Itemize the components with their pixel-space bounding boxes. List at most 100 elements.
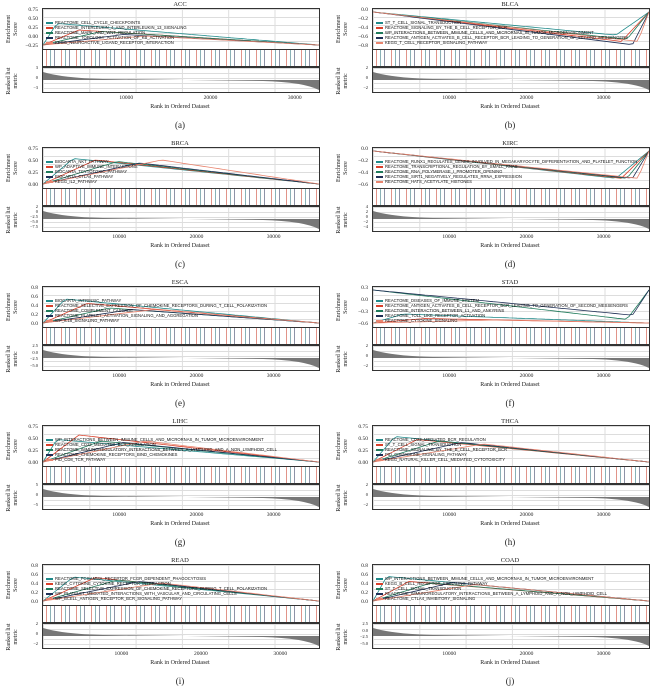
x-axis-label: Rank in Ordered Dataset: [150, 521, 210, 527]
legend-label: REACTOME_CHEMOKINE_RECEPTORS_BIND_CHEMOK…: [55, 452, 178, 457]
legend-item: REACTOME_ANTIGEN_ACTIVATES_B_CELL_RECEPT…: [376, 35, 628, 40]
chart-title: ACC: [173, 1, 187, 8]
x-tick: 30000: [266, 234, 281, 240]
y-axis-label-rank: Ranked list metric: [336, 345, 349, 373]
hit-marks: [42, 467, 320, 484]
legend: REACTOME_FCGAMMA_RECEPTOR_FCGR_DEPENDENT…: [46, 576, 267, 601]
x-axis-label: Rank in Ordered Dataset: [150, 104, 210, 110]
x-axis-label: Rank in Ordered Dataset: [480, 660, 540, 666]
legend-swatch: [376, 32, 383, 34]
panel-caption: (h): [504, 537, 516, 547]
x-tick: 20000: [189, 234, 204, 240]
y-tick: 0.4: [31, 581, 38, 587]
legend-label: REACTOME_SELECTIVE_EXPRESSION_OF_CHEMOKI…: [55, 303, 267, 308]
legend-label: WP_INTERACTIONS_BETWEEN_IMMUNE_CELLS_AND…: [55, 437, 264, 442]
rank-y-tick: 0: [365, 353, 368, 358]
panel-caption: (a): [175, 120, 185, 130]
legend-swatch: [46, 176, 53, 178]
legend-label: ST_T_CELL_SIGNAL_TRANSDUCTION: [385, 20, 462, 25]
chart-title: BLCA: [501, 1, 519, 8]
legend-swatch: [376, 444, 383, 446]
rank-y-tick: 5: [35, 482, 38, 487]
enrichment-score-plot: [372, 286, 650, 328]
panel-caption: (b): [504, 120, 516, 130]
rank-y-tick: −2.5: [359, 634, 368, 640]
rank-y-tick: −2: [33, 641, 38, 646]
legend-label: BIOCARTA_NKT_PATHWAY: [55, 159, 109, 164]
y-tick: 0.00: [358, 460, 368, 466]
y-tick: 0.6: [31, 294, 38, 300]
x-tick: 30000: [596, 512, 611, 518]
y-tick: 0.8: [31, 563, 38, 569]
legend-swatch: [376, 42, 383, 44]
legend-item: WP_IL18_SIGNALING_PATHWAY: [46, 318, 267, 323]
rank-y-tick: 2: [365, 209, 368, 214]
y-tick: 0.2: [361, 590, 368, 596]
y-tick: 0.25: [28, 448, 38, 454]
legend-item: WP_PLATELET_MEDIATED_INTERACTIONS_WITH_V…: [46, 591, 267, 596]
x-tick: 20000: [519, 234, 534, 240]
y-axis-label-rank: Ranked list metric: [6, 67, 19, 95]
legend-label: WP_PLATELET_MEDIATED_INTERACTIONS_WITH_V…: [55, 591, 237, 596]
legend: REACTOME_CELL_CYCLE_CHECKPOINTS REACTOME_…: [46, 20, 187, 45]
legend-label: BIOCARTA_CTLA4_PATHWAY: [55, 174, 114, 179]
hit-marks: [42, 328, 320, 345]
rank-y-tick: 0: [365, 75, 368, 80]
rank-y-tick: −2.5: [29, 214, 38, 219]
x-tick: 30000: [596, 651, 611, 657]
enrichment-score-plot: [372, 147, 650, 189]
legend-item: WP_ADAPTIVE_IMMUNE_INTERACTIONS: [46, 164, 138, 169]
legend: BIOCARTA_INTRINSIC_PATHWAY REACTOME_SELEC…: [46, 298, 267, 323]
legend: REACTOME_CD22_MEDIATED_BCR_REGULATION ST_…: [376, 437, 507, 462]
legend-label: REACTOME_INTERACTION_BETWEEN_L1_AND_ANKY…: [385, 308, 505, 313]
legend-label: REACTOME_TRANSCRIPTIONAL_REGULATION_BY_S…: [385, 164, 518, 169]
x-tick: 20000: [189, 373, 204, 379]
rank-y-tick: −5.0: [29, 219, 38, 224]
legend-label: REACTOME_ANTIGEN_ACTIVATES_B_CELL_RECEPT…: [385, 303, 628, 308]
x-axis-label: Rank in Ordered Dataset: [480, 521, 540, 527]
y-tick: −0.6: [358, 34, 368, 40]
y-tick: 0.25: [358, 448, 368, 454]
y-tick: 0.6: [31, 572, 38, 578]
y-tick: −0.8: [358, 43, 368, 49]
y-tick: −0.2: [358, 16, 368, 22]
ranked-metric-plot: [42, 206, 320, 232]
legend-swatch: [376, 459, 383, 461]
hit-marks: [42, 606, 320, 623]
y-tick: −0.6: [358, 182, 368, 188]
legend-label: REACTOME_RNA_POLYMERASE_I_PROMOTER_OPENI…: [385, 169, 503, 174]
x-tick: 10000: [442, 234, 457, 240]
legend-swatch: [376, 439, 383, 441]
y-axis-label-rank: Ranked list metric: [336, 67, 349, 95]
x-axis-label: Rank in Ordered Dataset: [480, 104, 540, 110]
legend-swatch: [376, 300, 383, 302]
y-tick: 0.00: [28, 460, 38, 466]
enrichment-score-plot: [42, 286, 320, 328]
y-tick: 0.0: [31, 599, 38, 605]
legend-swatch: [376, 320, 383, 322]
y-tick: 0.0: [361, 599, 368, 605]
legend-label: WP_INTERACTIONS_BETWEEN_IMMUNE_CELLS_AND…: [385, 576, 594, 581]
legend-label: WP_INTERACTIONS_BETWEEN_IMMUNE_CELLS_AND…: [385, 30, 594, 35]
rank-y-tick: 4: [365, 204, 368, 209]
legend-item: PID_CD8_TCR_PATHWAY: [46, 457, 277, 462]
legend: ST_T_CELL_SIGNAL_TRANSDUCTION REACTOME_SI…: [376, 20, 628, 45]
rank-y-tick: 2: [35, 621, 38, 626]
chart-title: STAD: [501, 279, 519, 286]
x-tick: 30000: [596, 95, 611, 101]
chart-title: READ: [171, 557, 189, 564]
legend-item: REACTOME_RNA_POLYMERASE_I_PROMOTER_OPENI…: [376, 169, 637, 174]
y-tick: 0.2: [31, 590, 38, 596]
y-tick: −0.4: [358, 25, 368, 31]
x-tick: 30000: [273, 651, 288, 657]
rank-y-tick: 0: [35, 492, 38, 497]
x-tick: 30000: [266, 373, 281, 379]
panel-caption: (f): [505, 398, 515, 408]
y-tick: 0.50: [28, 158, 38, 164]
enrichment-score-plot: [42, 425, 320, 467]
rank-y-tick: 2: [35, 204, 38, 209]
legend-label: KEGG_B_CELL_RECEPTOR_SIGNALING_PATHWAY: [385, 581, 488, 586]
legend-label: REACTOME_CD22_MEDIATED_BCR_REGULATION: [385, 437, 486, 442]
legend-swatch: [46, 161, 53, 163]
enrichment-score-plot: [372, 425, 650, 467]
